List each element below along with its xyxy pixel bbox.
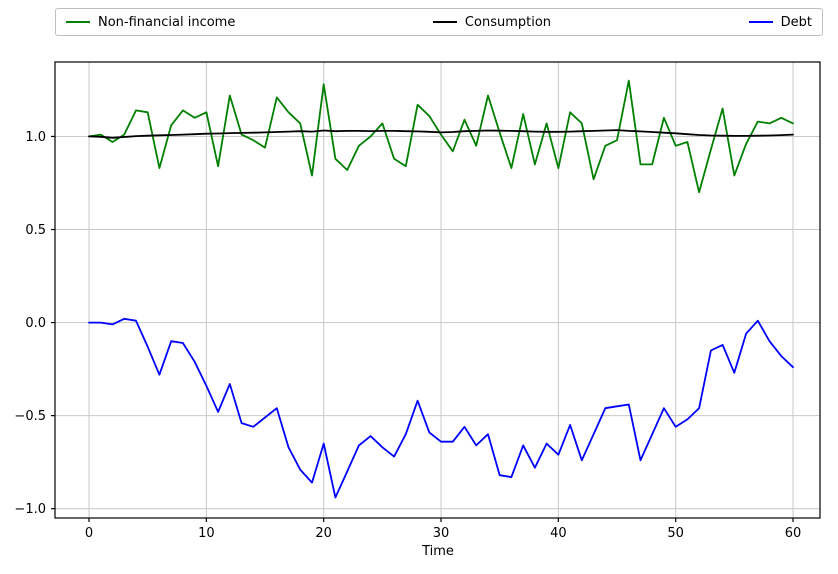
line-swatch-black xyxy=(432,21,457,23)
legend-label: Debt xyxy=(780,14,812,30)
y-tick-label: 0.0 xyxy=(25,316,46,331)
x-tick-label: 40 xyxy=(550,526,567,541)
legend-label: Consumption xyxy=(464,14,552,30)
legend: Non-financial income Consumption Debt xyxy=(55,8,823,36)
series-line-non-financial-income xyxy=(88,79,794,194)
line-swatch-green xyxy=(66,21,90,23)
series-line-debt xyxy=(88,317,794,499)
y-tick-label: −0.5 xyxy=(14,409,46,424)
x-tick-label: 0 xyxy=(85,526,93,541)
y-tick-label: 0.5 xyxy=(25,223,46,238)
plot-frame xyxy=(54,61,821,519)
x-tick-label: 30 xyxy=(433,526,450,541)
y-tick-label: −1.0 xyxy=(14,502,46,517)
x-tick-label: 10 xyxy=(198,526,215,541)
y-tick-label: 1.0 xyxy=(25,130,46,145)
x-tick-label: 20 xyxy=(315,526,332,541)
series-line-consumption xyxy=(88,129,794,139)
legend-label: Non-financial income xyxy=(98,14,236,30)
legend-item-consumption: Consumption xyxy=(432,14,552,30)
legend-item-debt: Debt xyxy=(748,14,812,30)
line-swatch-blue xyxy=(748,21,773,23)
x-axis-title: Time xyxy=(422,544,454,559)
x-tick-label: 50 xyxy=(667,526,684,541)
legend-item-non-financial-income: Non-financial income xyxy=(66,16,235,29)
x-tick-label: 60 xyxy=(785,526,802,541)
